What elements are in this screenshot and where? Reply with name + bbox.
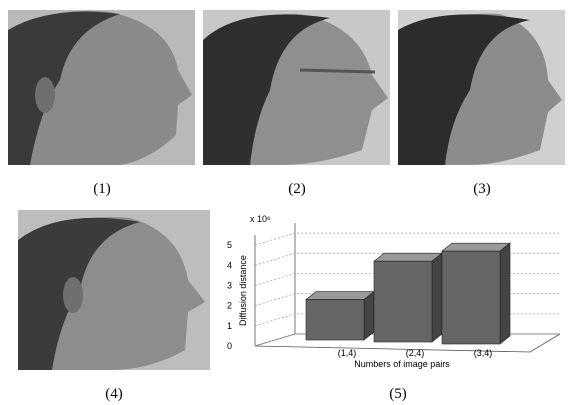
grid-line (255, 233, 560, 245)
photo-1 (8, 10, 195, 165)
figure: (1) (2) (3) (4) (5) 0 1 2 3 4 5 x 10⁶ Diffusion dis… (0, 0, 574, 405)
y-tick-label: 1 (227, 321, 232, 331)
x-tick-label: (3,4) (474, 348, 493, 358)
y-tick-label: 3 (227, 280, 232, 290)
y-axis-label: Diffusion distance (238, 255, 248, 326)
bar-side (364, 292, 374, 340)
bar-top (306, 292, 374, 300)
bar (306, 300, 364, 340)
bar (374, 261, 432, 342)
caption: (2) (288, 181, 306, 197)
photo-3 (398, 10, 565, 165)
caption: (4) (105, 386, 123, 402)
y-multiplier: x 10⁶ (250, 214, 271, 224)
bar-side (500, 243, 510, 344)
bar (442, 251, 500, 344)
bar-top (442, 243, 510, 251)
y-tick-label: 5 (227, 240, 232, 250)
photo-4 (18, 210, 210, 370)
photo-2 (203, 10, 390, 165)
caption: (1) (93, 181, 111, 197)
x-axis-label: Numbers of image pairs (354, 359, 450, 369)
y-tick-label: 4 (227, 260, 232, 270)
caption: (3) (473, 181, 491, 197)
x-tick-label: (2,4) (406, 348, 425, 358)
x-tick-label: (1,4) (338, 348, 357, 358)
y-tick-label: 0 (227, 341, 232, 351)
bar-top (374, 253, 442, 261)
caption: (5) (389, 386, 407, 402)
y-tick-label: 2 (227, 301, 232, 311)
bar-side (432, 253, 442, 342)
bar-chart: 0 1 2 3 4 5 x 10⁶ Diffusion distance Numbers of … (227, 214, 560, 369)
